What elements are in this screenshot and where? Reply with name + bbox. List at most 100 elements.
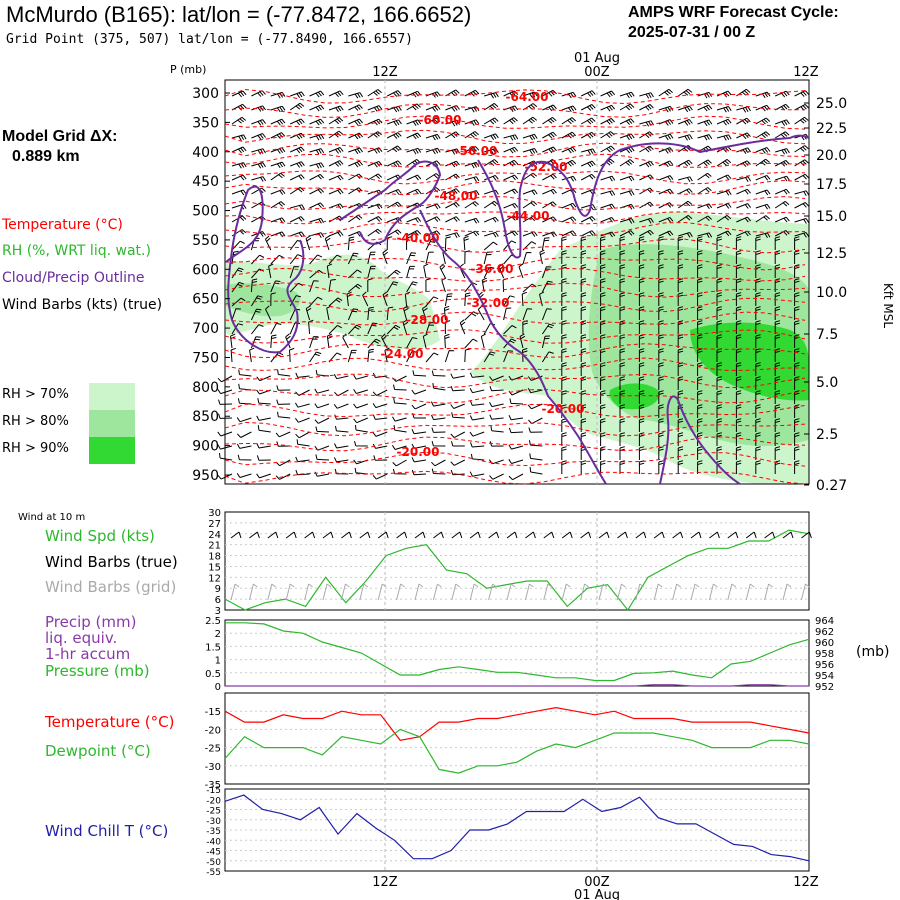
wind-barb <box>619 230 635 237</box>
temperature-contour <box>224 343 806 359</box>
temperature-contour <box>224 196 806 211</box>
wind-barb <box>231 162 247 169</box>
cloud-outline <box>225 134 810 485</box>
legend-rh70: RH > 70% <box>2 387 69 402</box>
wind-barb <box>697 404 703 418</box>
wind-barb <box>716 90 732 98</box>
temperature-label: -64.00 <box>506 90 549 104</box>
wind-barb <box>716 432 722 446</box>
wind-barb <box>697 334 703 348</box>
wind-barb <box>490 425 504 433</box>
wind-barb <box>425 352 439 363</box>
wind-barb-10m <box>653 531 665 539</box>
wind-barb <box>638 376 645 390</box>
wind-barb-10m-grid <box>635 583 645 601</box>
precip-ytick-label: 1.5 <box>205 642 221 653</box>
wind-barb <box>459 319 466 335</box>
wind-barb <box>445 232 460 238</box>
wind-barb <box>561 278 567 292</box>
legend-rh: RH (%, WRT liq. wat.) <box>2 243 151 259</box>
wind-barb <box>463 235 469 251</box>
top-time-tick-label: 12Z <box>793 65 819 80</box>
wind-barb <box>367 147 383 154</box>
wind-barb <box>677 88 693 97</box>
pressure-line <box>225 622 810 682</box>
wind-barb <box>581 148 596 155</box>
temperature-label: -40.00 <box>397 231 440 245</box>
wind-barb <box>658 432 664 446</box>
height-tick-label: 15.0 <box>816 209 847 225</box>
wind-barb <box>314 471 330 477</box>
wind-barb <box>736 188 751 195</box>
wind-barb <box>384 347 390 363</box>
wind-barb <box>387 105 402 113</box>
wind-barb <box>561 376 567 390</box>
temperature-contour <box>224 403 806 418</box>
temperature-label: -60.00 <box>419 113 462 127</box>
wind-barb <box>309 173 324 181</box>
temperature-contour <box>224 436 806 452</box>
wind-barb <box>697 119 713 127</box>
pressure-ytick-label: 956 <box>815 660 834 671</box>
pressure-tick-label: 750 <box>192 350 219 366</box>
wind-barb <box>735 278 742 292</box>
windchill-panel-ytick-label: -30 <box>206 817 221 827</box>
wind-barb <box>638 306 645 320</box>
wind-barb <box>735 236 742 250</box>
wind-barb <box>522 283 537 293</box>
temperature-contour <box>224 115 806 130</box>
wind-barb <box>406 281 418 293</box>
wind-barb <box>658 446 664 460</box>
wind-barb <box>735 418 742 432</box>
wind-barb <box>444 236 451 251</box>
wind-barb <box>469 400 485 406</box>
wind-barb <box>431 370 446 377</box>
wind-barb <box>270 132 286 139</box>
wind-barb <box>489 414 504 420</box>
wind-barb <box>735 404 742 418</box>
wind-barb <box>309 296 323 307</box>
wind-barb <box>755 334 761 348</box>
temperature-panel-ytick-label: -25 <box>205 744 221 755</box>
legend-wind-barbs-grid: Wind Barbs (grid) <box>45 578 176 596</box>
wind-barb <box>774 320 781 334</box>
wind-barb <box>542 116 557 125</box>
wind-barb <box>658 250 664 264</box>
wind-barb <box>697 187 712 195</box>
pressure-ytick-label: 964 <box>815 616 834 627</box>
wind-barb <box>464 161 480 169</box>
wind-barb <box>794 116 809 125</box>
wind-barb <box>639 160 654 168</box>
wind-barb <box>270 334 277 349</box>
wind-barb <box>250 278 258 293</box>
wind-barb <box>561 117 577 125</box>
pressure-tick-label: 400 <box>192 145 219 161</box>
legend-cloud: Cloud/Precip Outline <box>2 270 145 286</box>
wind-barb <box>794 145 809 153</box>
wind-barb <box>581 204 596 210</box>
wind-barb <box>334 414 349 420</box>
wind-barb <box>315 369 330 377</box>
wind-barb <box>386 306 394 321</box>
forecast-cycle-label: AMPS WRF Forecast Cycle: <box>628 4 839 21</box>
temperature-panel-frame <box>224 692 810 785</box>
wind-barb <box>335 425 349 433</box>
legend-rh90: RH > 90% <box>2 441 69 456</box>
temperature-label: -28.00 <box>406 313 449 327</box>
wind-barb <box>464 217 480 224</box>
wind-barb <box>658 88 673 97</box>
wind-barb <box>231 323 244 335</box>
wind-barb <box>425 216 441 223</box>
wind-barb <box>367 228 382 237</box>
height-tick-label: 10.0 <box>816 285 847 301</box>
wind-barb <box>522 231 538 237</box>
wind-barb <box>658 147 674 154</box>
wind-barb <box>347 349 357 363</box>
wind-barb <box>755 158 770 167</box>
wind-barb-10m <box>764 531 776 539</box>
wind-barb <box>483 241 498 251</box>
wind-barb <box>393 384 407 391</box>
wind-barb <box>503 215 518 223</box>
wind-barb-10m <box>506 531 518 539</box>
wind-barb <box>276 385 291 391</box>
